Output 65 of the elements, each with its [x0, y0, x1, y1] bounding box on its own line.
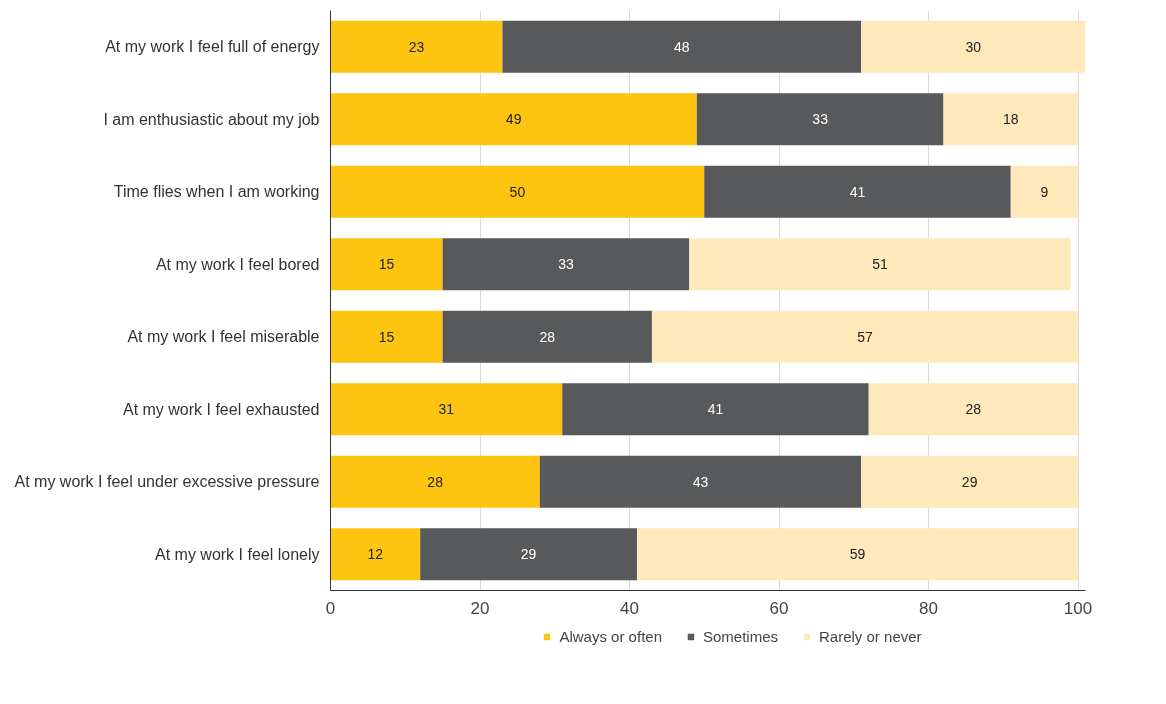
data-label: 41 — [849, 183, 866, 200]
bar — [330, 528, 421, 581]
data-label: 31 — [438, 401, 455, 418]
bar — [442, 238, 690, 291]
bar — [1010, 165, 1079, 218]
bar — [330, 383, 563, 436]
bar — [330, 20, 503, 73]
data-label: 28 — [427, 473, 444, 490]
y-tick-label: I am enthusiastic about my job — [103, 110, 320, 128]
bar — [330, 165, 705, 218]
bar — [636, 528, 1079, 581]
x-tick-label: 20 — [470, 598, 490, 618]
bar — [330, 455, 540, 508]
data-label: 33 — [812, 111, 829, 128]
data-label: 57 — [857, 328, 873, 345]
data-label: 41 — [707, 401, 724, 418]
bar — [502, 20, 862, 73]
bar — [562, 383, 869, 436]
y-tick-label: At my work I feel lonely — [155, 545, 320, 563]
bar — [861, 455, 1079, 508]
data-label: 51 — [872, 256, 888, 273]
bar — [868, 383, 1079, 436]
data-label: 30 — [965, 38, 982, 55]
y-tick-label: At my work I feel miserable — [127, 328, 320, 346]
data-label: 12 — [367, 546, 384, 563]
x-tick-label: 40 — [620, 598, 639, 618]
data-label: 18 — [1002, 111, 1019, 128]
y-tick-label: At my work I feel bored — [155, 255, 320, 273]
bar — [861, 20, 1086, 73]
data-label: 50 — [509, 183, 526, 200]
data-label: 15 — [378, 328, 395, 345]
bar — [704, 165, 1011, 218]
data-label: 49 — [505, 111, 522, 128]
bar — [420, 528, 637, 581]
bar — [330, 310, 443, 363]
data-label: 15 — [378, 256, 395, 273]
data-label: 28 — [539, 328, 556, 345]
data-label: 43 — [692, 473, 709, 490]
y-tick-label: At my work I feel under excessive pressure — [14, 473, 320, 491]
data-label: 9 — [1040, 183, 1049, 200]
x-tick-label: 0 — [325, 598, 336, 618]
data-label: 28 — [965, 401, 982, 418]
x-tick-label: 80 — [919, 598, 938, 618]
legend-label: Always or often — [559, 627, 662, 645]
data-label: 29 — [961, 473, 978, 490]
x-tick-label: 60 — [769, 598, 789, 618]
y-tick-label: At my work I feel full of energy — [105, 38, 320, 56]
bar — [330, 93, 697, 146]
bar — [651, 310, 1079, 363]
y-tick-label: Time flies when I am working — [113, 183, 320, 201]
bar — [539, 455, 862, 508]
legend-label: Sometimes — [702, 627, 779, 645]
data-label: 23 — [408, 38, 425, 55]
bar — [330, 238, 443, 291]
legend-label: Rarely or never — [819, 627, 922, 645]
data-label: 29 — [520, 546, 537, 563]
data-label: 59 — [849, 546, 866, 563]
bar — [696, 93, 944, 146]
data-label: 48 — [674, 38, 690, 55]
data-label: 33 — [558, 256, 574, 273]
y-tick-label: At my work I feel exhausted — [122, 400, 320, 418]
bar — [442, 310, 652, 363]
bar — [943, 93, 1079, 146]
x-tick-label: 100 — [1063, 598, 1093, 618]
bar — [689, 238, 1071, 291]
